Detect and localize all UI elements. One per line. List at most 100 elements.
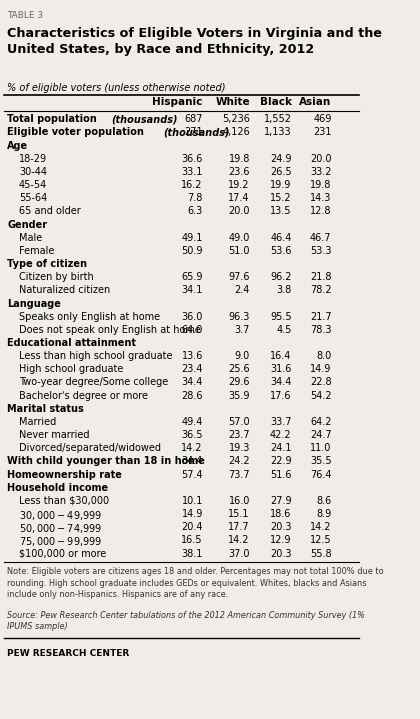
Text: 24.2: 24.2 (228, 457, 250, 467)
Text: 5,236: 5,236 (222, 114, 250, 124)
Text: Homeownership rate: Homeownership rate (7, 470, 122, 480)
Text: 18-29: 18-29 (19, 154, 47, 164)
Text: 4,126: 4,126 (222, 127, 250, 137)
Text: 53.6: 53.6 (270, 246, 291, 256)
Text: 96.2: 96.2 (270, 273, 291, 283)
Text: 17.6: 17.6 (270, 390, 291, 400)
Text: Source: Pew Research Center tabulations of the 2012 American Community Survey (1: Source: Pew Research Center tabulations … (7, 610, 365, 631)
Text: Less than $30,000: Less than $30,000 (19, 496, 109, 506)
Text: 12.8: 12.8 (310, 206, 331, 216)
Text: 22.8: 22.8 (310, 377, 331, 388)
Text: 14.2: 14.2 (228, 536, 250, 546)
Text: 35.5: 35.5 (310, 457, 331, 467)
Text: 65.9: 65.9 (181, 273, 203, 283)
Text: 76.4: 76.4 (310, 470, 331, 480)
Text: 33.7: 33.7 (270, 417, 291, 427)
Text: $100,000 or more: $100,000 or more (19, 549, 106, 559)
Text: 36.6: 36.6 (181, 154, 203, 164)
Text: Note: Eligible voters are citizens ages 18 and older. Percentages may not total : Note: Eligible voters are citizens ages … (7, 567, 384, 600)
Text: 18.6: 18.6 (270, 509, 291, 519)
Text: 16.5: 16.5 (181, 536, 203, 546)
Text: 12.9: 12.9 (270, 536, 291, 546)
Text: Naturalized citizen: Naturalized citizen (19, 285, 110, 296)
Text: 12.5: 12.5 (310, 536, 331, 546)
Text: 21.8: 21.8 (310, 273, 331, 283)
Text: 34.4: 34.4 (270, 377, 291, 388)
Text: 8.9: 8.9 (316, 509, 331, 519)
Text: 96.3: 96.3 (228, 311, 250, 321)
Text: 38.1: 38.1 (181, 549, 203, 559)
Text: Asian: Asian (299, 97, 331, 107)
Text: 57.4: 57.4 (181, 470, 203, 480)
Text: 6.3: 6.3 (188, 206, 203, 216)
Text: 19.2: 19.2 (228, 180, 250, 190)
Text: Divorced/separated/widowed: Divorced/separated/widowed (19, 443, 161, 453)
Text: 19.8: 19.8 (310, 180, 331, 190)
Text: Age: Age (7, 141, 29, 151)
Text: 4.5: 4.5 (276, 325, 291, 335)
Text: (thousands): (thousands) (111, 114, 177, 124)
Text: 21.7: 21.7 (310, 311, 331, 321)
Text: 8.0: 8.0 (316, 351, 331, 361)
Text: 53.3: 53.3 (310, 246, 331, 256)
Text: 65 and older: 65 and older (19, 206, 81, 216)
Text: 13.6: 13.6 (181, 351, 203, 361)
Text: 14.9: 14.9 (310, 365, 331, 375)
Text: 16.0: 16.0 (228, 496, 250, 506)
Text: 97.6: 97.6 (228, 273, 250, 283)
Text: 51.6: 51.6 (270, 470, 291, 480)
Text: 24.7: 24.7 (310, 430, 331, 440)
Text: PEW RESEARCH CENTER: PEW RESEARCH CENTER (7, 649, 129, 658)
Text: 16.2: 16.2 (181, 180, 203, 190)
Text: 37.0: 37.0 (228, 549, 250, 559)
Text: Total population: Total population (7, 114, 100, 124)
Text: Household income: Household income (7, 482, 108, 493)
Text: $50,000-$74,999: $50,000-$74,999 (19, 522, 102, 535)
Text: 26.5: 26.5 (270, 167, 291, 177)
Text: 49.4: 49.4 (181, 417, 203, 427)
Text: 78.3: 78.3 (310, 325, 331, 335)
Text: 687: 687 (184, 114, 203, 124)
Text: 23.7: 23.7 (228, 430, 250, 440)
Text: 14.9: 14.9 (181, 509, 203, 519)
Text: Black: Black (260, 97, 291, 107)
Text: 1,552: 1,552 (264, 114, 291, 124)
Text: With child younger than 18 in home: With child younger than 18 in home (7, 457, 205, 467)
Text: 1,133: 1,133 (264, 127, 291, 137)
Text: 20.0: 20.0 (228, 206, 250, 216)
Text: 23.6: 23.6 (228, 167, 250, 177)
Text: 46.7: 46.7 (310, 233, 331, 243)
Text: 45-54: 45-54 (19, 180, 47, 190)
Text: 11.0: 11.0 (310, 443, 331, 453)
Text: 19.3: 19.3 (228, 443, 250, 453)
Text: Marital status: Marital status (7, 404, 84, 414)
Text: 46.4: 46.4 (270, 233, 291, 243)
Text: 42.2: 42.2 (270, 430, 291, 440)
Text: 7.8: 7.8 (187, 193, 203, 203)
Text: 15.1: 15.1 (228, 509, 250, 519)
Text: 49.1: 49.1 (181, 233, 203, 243)
Text: 20.0: 20.0 (310, 154, 331, 164)
Text: 51.0: 51.0 (228, 246, 250, 256)
Text: 95.5: 95.5 (270, 311, 291, 321)
Text: Eligible voter population: Eligible voter population (7, 127, 147, 137)
Text: Male: Male (19, 233, 42, 243)
Text: 20.4: 20.4 (181, 522, 203, 532)
Text: Gender: Gender (7, 219, 47, 229)
Text: 35.9: 35.9 (228, 390, 250, 400)
Text: 15.2: 15.2 (270, 193, 291, 203)
Text: 22.9: 22.9 (270, 457, 291, 467)
Text: 14.3: 14.3 (310, 193, 331, 203)
Text: (thousands): (thousands) (163, 127, 230, 137)
Text: 20.3: 20.3 (270, 522, 291, 532)
Text: 78.2: 78.2 (310, 285, 331, 296)
Text: 57.0: 57.0 (228, 417, 250, 427)
Text: Speaks only English at home: Speaks only English at home (19, 311, 160, 321)
Text: 73.7: 73.7 (228, 470, 250, 480)
Text: 14.2: 14.2 (181, 443, 203, 453)
Text: 28.6: 28.6 (181, 390, 203, 400)
Text: Female: Female (19, 246, 54, 256)
Text: 27.9: 27.9 (270, 496, 291, 506)
Text: $75,000-$99,999: $75,000-$99,999 (19, 536, 102, 549)
Text: 55-64: 55-64 (19, 193, 47, 203)
